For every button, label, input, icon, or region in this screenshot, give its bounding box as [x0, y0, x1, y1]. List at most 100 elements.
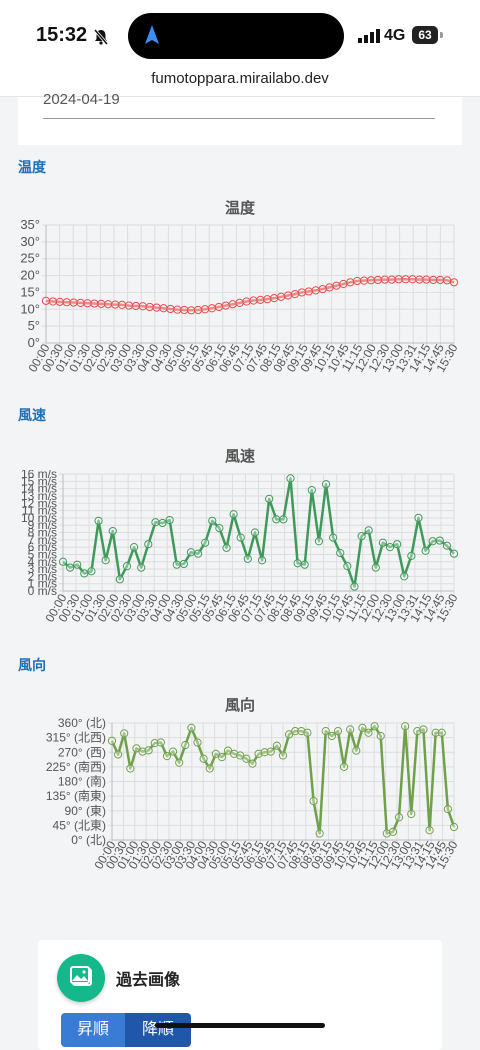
- data-point: [315, 829, 324, 838]
- data-point: [242, 297, 251, 306]
- data-point: [138, 302, 147, 311]
- y-tick-label: 12 m/s: [21, 496, 57, 510]
- data-point: [291, 727, 300, 736]
- data-point: [62, 298, 71, 307]
- y-tick-label: 360° (北): [58, 716, 106, 730]
- status-bar: 15:32 4G 63 fumotoppara.mirailabo.dev: [0, 0, 480, 97]
- ascending-button[interactable]: 昇順: [61, 1013, 125, 1047]
- data-point: [435, 536, 444, 545]
- data-point: [364, 526, 373, 535]
- data-point: [300, 560, 309, 569]
- data-point: [236, 751, 245, 760]
- data-point: [94, 516, 103, 525]
- data-point: [321, 480, 331, 489]
- data-point: [120, 729, 129, 738]
- data-point: [360, 276, 369, 285]
- data-point: [104, 300, 113, 309]
- data-point: [254, 749, 263, 758]
- data-point: [364, 728, 373, 737]
- data-point: [152, 303, 161, 312]
- dynamic-island: [128, 13, 344, 59]
- y-tick-label: 8 m/s: [28, 526, 57, 540]
- y-tick-label: 11 m/s: [22, 504, 57, 518]
- data-point: [76, 298, 85, 307]
- data-point: [156, 738, 165, 747]
- data-point: [129, 543, 139, 552]
- y-tick-label: 1 m/s: [28, 577, 57, 591]
- data-point: [83, 299, 92, 308]
- data-point: [108, 526, 117, 536]
- y-tick-label: 4 m/s: [28, 555, 57, 569]
- data-point: [371, 563, 380, 572]
- wind-speed-chart: 00:0000:3001:0001:3002:0002:3003:0003:30…: [21, 470, 461, 625]
- data-point: [304, 287, 313, 296]
- data-point: [297, 288, 306, 297]
- data-point: [101, 556, 110, 565]
- y-tick-label: 35°: [20, 220, 40, 232]
- descending-button[interactable]: 降順: [125, 1013, 191, 1047]
- image-gallery-icon: [57, 954, 105, 1002]
- date-field[interactable]: 2024-04-19: [43, 91, 120, 108]
- y-tick-label: 5°: [28, 318, 40, 333]
- data-point: [429, 275, 438, 285]
- y-tick-label: 5 m/s: [28, 547, 57, 561]
- data-point: [138, 747, 147, 756]
- data-point: [257, 556, 267, 565]
- data-point: [126, 764, 135, 773]
- data-point: [407, 551, 416, 561]
- data-point: [187, 723, 196, 732]
- data-point: [180, 305, 189, 315]
- data-point: [387, 275, 396, 284]
- navigation-arrow-icon: [145, 25, 159, 44]
- data-point: [111, 300, 120, 309]
- data-point: [350, 582, 359, 591]
- data-point: [223, 746, 233, 755]
- data-point: [353, 276, 362, 286]
- data-point: [58, 557, 68, 566]
- data-point: [339, 762, 349, 771]
- past-images-title: 過去画像: [116, 972, 181, 989]
- y-tick-label: 10°: [20, 301, 40, 316]
- data-point: [158, 518, 167, 528]
- data-point: [428, 537, 437, 546]
- data-point: [248, 759, 257, 768]
- data-point: [394, 813, 404, 822]
- data-point: [290, 290, 300, 299]
- data-point: [41, 296, 51, 305]
- data-point: [325, 283, 334, 292]
- data-point: [401, 722, 410, 731]
- series-line: [110, 725, 456, 835]
- url-bar[interactable]: fumotoppara.mirailabo.dev: [151, 70, 329, 87]
- data-point: [449, 549, 459, 558]
- data-point: [278, 751, 288, 760]
- data-point: [270, 294, 279, 303]
- data-point: [394, 275, 403, 284]
- data-point: [173, 305, 182, 314]
- data-point: [449, 278, 459, 287]
- date-underline: [43, 118, 435, 119]
- data-point: [378, 538, 388, 547]
- data-point: [162, 752, 172, 761]
- y-tick-label: 9 m/s: [28, 518, 57, 532]
- data-point: [407, 809, 416, 819]
- y-tick-label: 225° (南西): [46, 759, 106, 774]
- past-images-card: 過去画像 昇順 降順: [38, 940, 442, 1050]
- y-tick-label: 90° (東): [65, 804, 106, 818]
- wind-direction-chart-title: 風向: [224, 697, 255, 714]
- data-point: [373, 275, 383, 285]
- data-point: [346, 278, 355, 287]
- data-point: [415, 275, 424, 284]
- data-point: [165, 515, 174, 525]
- data-point: [97, 299, 106, 308]
- data-point: [235, 298, 244, 307]
- data-point: [250, 528, 260, 537]
- data-point: [449, 822, 459, 832]
- data-point: [327, 731, 336, 741]
- data-point: [272, 741, 281, 750]
- y-tick-label: 7 m/s: [28, 533, 57, 547]
- data-point: [260, 748, 269, 757]
- data-point: [285, 730, 294, 739]
- data-point: [243, 554, 252, 563]
- data-point: [408, 275, 417, 284]
- data-point: [221, 301, 230, 310]
